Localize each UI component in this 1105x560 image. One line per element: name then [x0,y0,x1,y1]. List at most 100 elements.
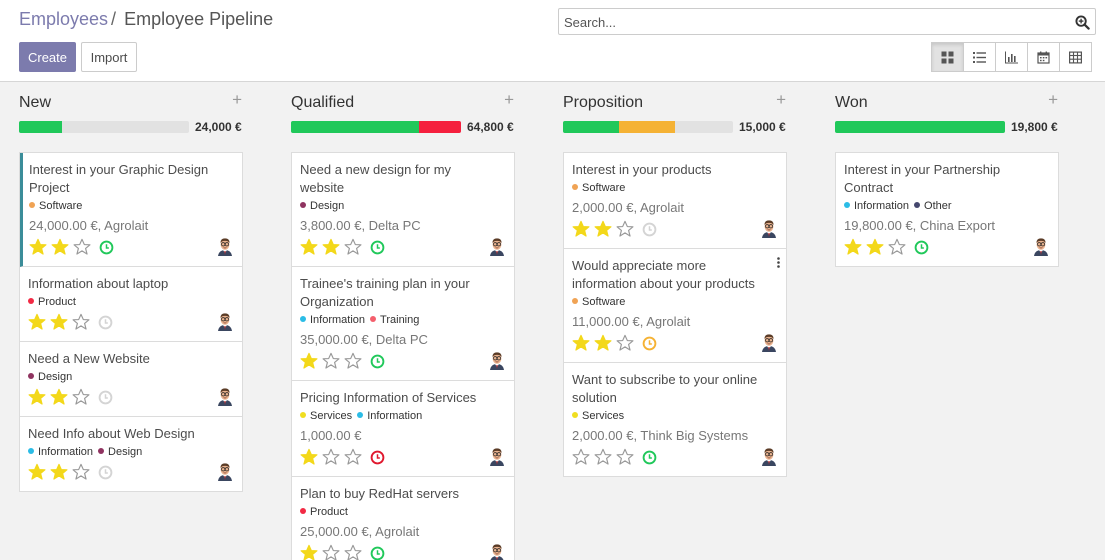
activity-clock-icon[interactable] [370,546,385,560]
star-empty-icon[interactable] [344,448,362,466]
progress-segment[interactable] [19,121,62,133]
star-empty-icon[interactable] [73,238,91,256]
progress-segment[interactable] [563,121,620,133]
progress-segment[interactable] [418,121,461,133]
search-icon[interactable] [1075,15,1090,30]
star-empty-icon[interactable] [616,220,634,238]
star-filled-icon[interactable] [50,463,68,481]
star-empty-icon[interactable] [616,334,634,352]
avatar[interactable] [216,311,234,331]
progress-segment[interactable] [291,121,419,133]
star-empty-icon[interactable] [322,352,340,370]
activity-clock-icon[interactable] [370,450,385,465]
column-progress-bar[interactable] [563,121,733,133]
kanban-card[interactable]: Interest in your Partnership Contract Inf… [836,153,1058,266]
column-title[interactable]: Qualified [291,94,355,111]
kanban-view-button[interactable] [931,42,964,72]
star-empty-icon[interactable] [322,544,340,560]
progress-segment[interactable] [835,121,1005,133]
star-filled-icon[interactable] [28,313,46,331]
star-filled-icon[interactable] [50,388,68,406]
column-add-icon[interactable]: + [232,90,242,109]
column-progress-bar[interactable] [291,121,461,133]
star-empty-icon[interactable] [72,313,90,331]
kanban-card[interactable]: Interest in your products Software 2,000.0… [564,153,786,249]
star-empty-icon[interactable] [344,544,362,560]
star-empty-icon[interactable] [72,463,90,481]
list-view-button[interactable] [963,42,996,72]
star-filled-icon[interactable] [322,238,340,256]
breadcrumb-employees-link[interactable]: Employees [19,9,109,29]
activity-clock-icon[interactable] [370,354,385,369]
avatar[interactable] [760,332,778,352]
kanban-card[interactable]: Pricing Information of Services Services I… [292,381,514,477]
star-filled-icon[interactable] [572,334,590,352]
kanban-card[interactable]: Need a New Website Design [20,342,242,417]
star-filled-icon[interactable] [51,238,69,256]
activity-clock-icon[interactable] [98,315,113,330]
star-filled-icon[interactable] [300,352,318,370]
column-add-icon[interactable]: + [776,90,786,109]
activity-clock-icon[interactable] [99,240,114,255]
avatar[interactable] [488,236,506,256]
avatar[interactable] [1032,236,1050,256]
activity-clock-icon[interactable] [98,465,113,480]
activity-clock-icon[interactable] [98,390,113,405]
kanban-card[interactable]: Would appreciate more information about … [564,249,786,363]
star-filled-icon[interactable] [28,388,46,406]
kanban-card[interactable]: Interest in your Graphic Design Project S… [20,153,242,267]
star-filled-icon[interactable] [300,544,318,560]
progress-segment[interactable] [619,121,676,133]
column-progress-bar[interactable] [835,121,1005,133]
column-add-icon[interactable]: + [504,90,514,109]
star-filled-icon[interactable] [594,220,612,238]
star-empty-icon[interactable] [322,448,340,466]
column-title[interactable]: Won [835,94,868,111]
star-empty-icon[interactable] [888,238,906,256]
activity-clock-icon[interactable] [642,222,657,237]
column-title[interactable]: Proposition [563,94,644,111]
kanban-card[interactable]: Need a new design for my website Design 3,… [292,153,514,267]
column-title[interactable]: New [19,94,52,111]
kanban-card[interactable]: Want to subscribe to your online solutio… [564,363,786,476]
star-filled-icon[interactable] [29,238,47,256]
avatar[interactable] [760,446,778,466]
star-filled-icon[interactable] [300,448,318,466]
kanban-card[interactable]: Plan to buy RedHat servers Product 25,000.… [292,477,514,560]
graph-view-button[interactable] [995,42,1028,72]
avatar[interactable] [488,350,506,370]
avatar[interactable] [216,236,234,256]
kanban-card[interactable]: Trainee's training plan in your Organiza… [292,267,514,381]
star-filled-icon[interactable] [300,238,318,256]
star-filled-icon[interactable] [594,334,612,352]
star-empty-icon[interactable] [616,448,634,466]
avatar[interactable] [216,461,234,481]
avatar[interactable] [760,218,778,238]
star-filled-icon[interactable] [866,238,884,256]
avatar[interactable] [216,386,234,406]
import-button[interactable]: Import [81,42,137,72]
star-filled-icon[interactable] [572,220,590,238]
column-add-icon[interactable]: + [1048,90,1058,109]
star-empty-icon[interactable] [344,238,362,256]
avatar[interactable] [488,542,506,560]
column-progress-bar[interactable] [19,121,189,133]
star-empty-icon[interactable] [594,448,612,466]
star-filled-icon[interactable] [844,238,862,256]
kanban-card[interactable]: Information about laptop Product [20,267,242,342]
star-empty-icon[interactable] [572,448,590,466]
activity-clock-icon[interactable] [370,240,385,255]
calendar-view-button[interactable] [1027,42,1060,72]
avatar[interactable] [488,446,506,466]
star-empty-icon[interactable] [344,352,362,370]
kanban-card[interactable]: Need Info about Web Design Information Des… [20,417,242,491]
star-filled-icon[interactable] [50,313,68,331]
activity-clock-icon[interactable] [914,240,929,255]
create-button[interactable]: Create [19,42,76,72]
pivot-view-button[interactable] [1059,42,1092,72]
star-empty-icon[interactable] [72,388,90,406]
activity-clock-icon[interactable] [642,336,657,351]
search-input[interactable] [564,13,1064,31]
activity-clock-icon[interactable] [642,450,657,465]
card-menu-icon[interactable] [777,257,780,268]
